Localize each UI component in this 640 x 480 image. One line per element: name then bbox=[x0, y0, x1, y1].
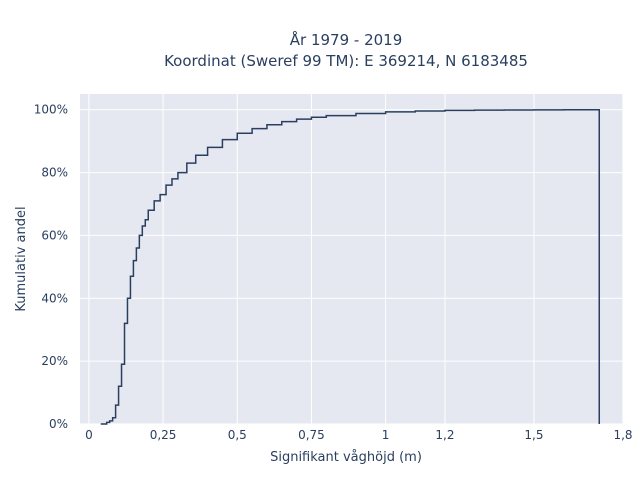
y-tick-label: 60% bbox=[41, 228, 68, 242]
y-axis-title: Kumulativ andel bbox=[14, 206, 29, 311]
x-tick-label: 1,8 bbox=[613, 428, 632, 442]
chart-title-line-1: År 1979 - 2019 bbox=[290, 30, 403, 49]
x-tick-label: 0 bbox=[85, 428, 93, 442]
x-axis-ticks: 0 0,25 0,5 0,75 1 1,2 1,5 1,8 bbox=[85, 428, 632, 442]
x-tick-label: 0,25 bbox=[150, 428, 177, 442]
y-tick-label: 20% bbox=[41, 354, 68, 368]
y-tick-label: 100% bbox=[34, 103, 68, 117]
x-axis-title: Signifikant våghöjd (m) bbox=[270, 450, 422, 465]
y-tick-label: 80% bbox=[41, 166, 68, 180]
plot-area bbox=[80, 94, 623, 424]
y-tick-label: 40% bbox=[41, 291, 68, 305]
y-axis-ticks: 0% 20% 40% 60% 80% 100% bbox=[34, 103, 68, 431]
cdf-step-line bbox=[100, 108, 601, 425]
x-tick-label: 0,75 bbox=[298, 428, 325, 442]
x-tick-label: 1,2 bbox=[435, 428, 454, 442]
chart-title-line-2: Koordinat (Sweref 99 TM): E 369214, N 61… bbox=[164, 52, 528, 70]
x-tick-label: 1 bbox=[382, 428, 390, 442]
x-tick-label: 0,5 bbox=[228, 428, 247, 442]
x-tick-label: 1,5 bbox=[524, 428, 543, 442]
y-tick-label: 0% bbox=[49, 417, 68, 431]
